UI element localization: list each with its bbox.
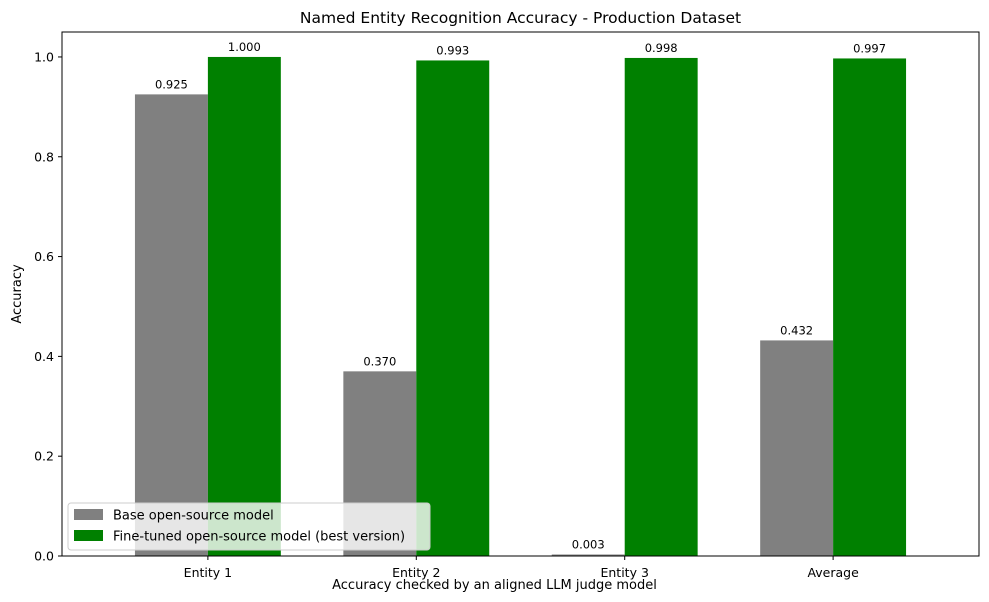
data-label-series-0-3: 0.432 xyxy=(780,323,813,337)
chart-title: Named Entity Recognition Accuracy - Prod… xyxy=(300,9,741,27)
bar-series-0-entity-1 xyxy=(134,94,208,556)
legend-entry-base: Base open-source model xyxy=(113,509,274,524)
data-labels-group: 0.925 0.370 0.003 0.432 1.000 0.993 0.998 0.997 xyxy=(155,40,886,552)
y-axis: 0.0 0.2 0.4 0.6 0.8 1.0 xyxy=(34,49,62,564)
bar-series-1-entity-2 xyxy=(416,60,490,557)
x-tick-label-2: Entity 3 xyxy=(600,565,648,580)
y-tick-label-4: 0.8 xyxy=(34,149,54,164)
bar-series-1-average xyxy=(833,58,907,556)
legend-swatch-finetuned xyxy=(74,530,103,541)
data-label-series-0-1: 0.370 xyxy=(363,354,396,368)
data-label-series-1-3: 0.997 xyxy=(853,41,886,55)
y-tick-label-0: 0.0 xyxy=(34,549,54,564)
plot-area: 0.925 0.370 0.003 0.432 1.000 0.993 0.998 0.997 xyxy=(61,31,980,557)
y-tick-label-2: 0.4 xyxy=(34,349,54,364)
legend: Base open-source model Fine-tuned open-s… xyxy=(67,502,431,551)
x-tick-label-0: Entity 1 xyxy=(184,565,232,580)
data-label-series-0-2: 0.003 xyxy=(572,538,605,552)
data-label-series-1-2: 0.998 xyxy=(645,41,678,55)
y-axis-label: Accuracy xyxy=(10,264,25,324)
data-label-series-1-0: 1.000 xyxy=(228,40,261,54)
legend-entry-finetuned: Fine-tuned open-source model (best versi… xyxy=(113,530,405,545)
bar-series-1-entity-1 xyxy=(207,56,281,556)
y-tick-label-1: 0.2 xyxy=(34,449,54,464)
x-tick-label-3: Average xyxy=(807,565,859,580)
y-tick-label-3: 0.6 xyxy=(34,249,54,264)
legend-box xyxy=(67,502,431,551)
plot-frame xyxy=(61,31,980,557)
bar-series-0-average xyxy=(760,340,834,556)
bars-group xyxy=(134,56,907,557)
x-tick-label-1: Entity 2 xyxy=(392,565,440,580)
y-tick-label-5: 1.0 xyxy=(34,49,54,64)
bar-series-1-entity-3 xyxy=(624,57,698,557)
x-axis: Entity 1 Entity 2 Entity 3 Average xyxy=(184,556,859,580)
legend-swatch-base xyxy=(74,509,103,520)
data-label-series-1-1: 0.993 xyxy=(436,43,469,57)
data-label-series-0-0: 0.925 xyxy=(155,77,188,91)
x-axis-label: Accuracy checked by an aligned LLM judge… xyxy=(332,578,657,593)
bar-series-0-entity-3 xyxy=(551,554,625,556)
